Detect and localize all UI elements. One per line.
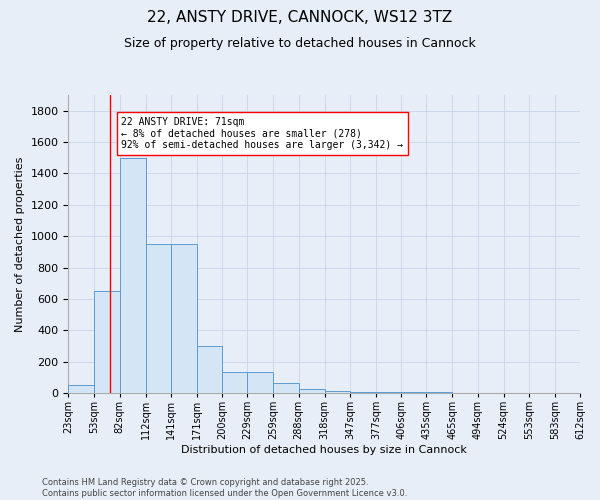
Text: Size of property relative to detached houses in Cannock: Size of property relative to detached ho…	[124, 38, 476, 51]
Text: 22, ANSTY DRIVE, CANNOCK, WS12 3TZ: 22, ANSTY DRIVE, CANNOCK, WS12 3TZ	[148, 10, 452, 25]
Bar	[222, 372, 247, 393]
Bar	[299, 389, 325, 393]
Bar	[426, 392, 452, 393]
Bar	[171, 244, 197, 393]
Bar	[94, 291, 119, 393]
Bar	[68, 386, 94, 393]
X-axis label: Distribution of detached houses by size in Cannock: Distribution of detached houses by size …	[181, 445, 467, 455]
Bar	[146, 244, 171, 393]
Text: 22 ANSTY DRIVE: 71sqm
← 8% of detached houses are smaller (278)
92% of semi-deta: 22 ANSTY DRIVE: 71sqm ← 8% of detached h…	[121, 117, 403, 150]
Bar	[197, 346, 222, 393]
Bar	[247, 372, 274, 393]
Bar	[350, 392, 376, 393]
Bar	[119, 158, 146, 393]
Text: Contains HM Land Registry data © Crown copyright and database right 2025.
Contai: Contains HM Land Registry data © Crown c…	[42, 478, 407, 498]
Bar	[325, 391, 350, 393]
Bar	[376, 392, 401, 393]
Bar	[274, 383, 299, 393]
Bar	[401, 392, 426, 393]
Y-axis label: Number of detached properties: Number of detached properties	[15, 156, 25, 332]
